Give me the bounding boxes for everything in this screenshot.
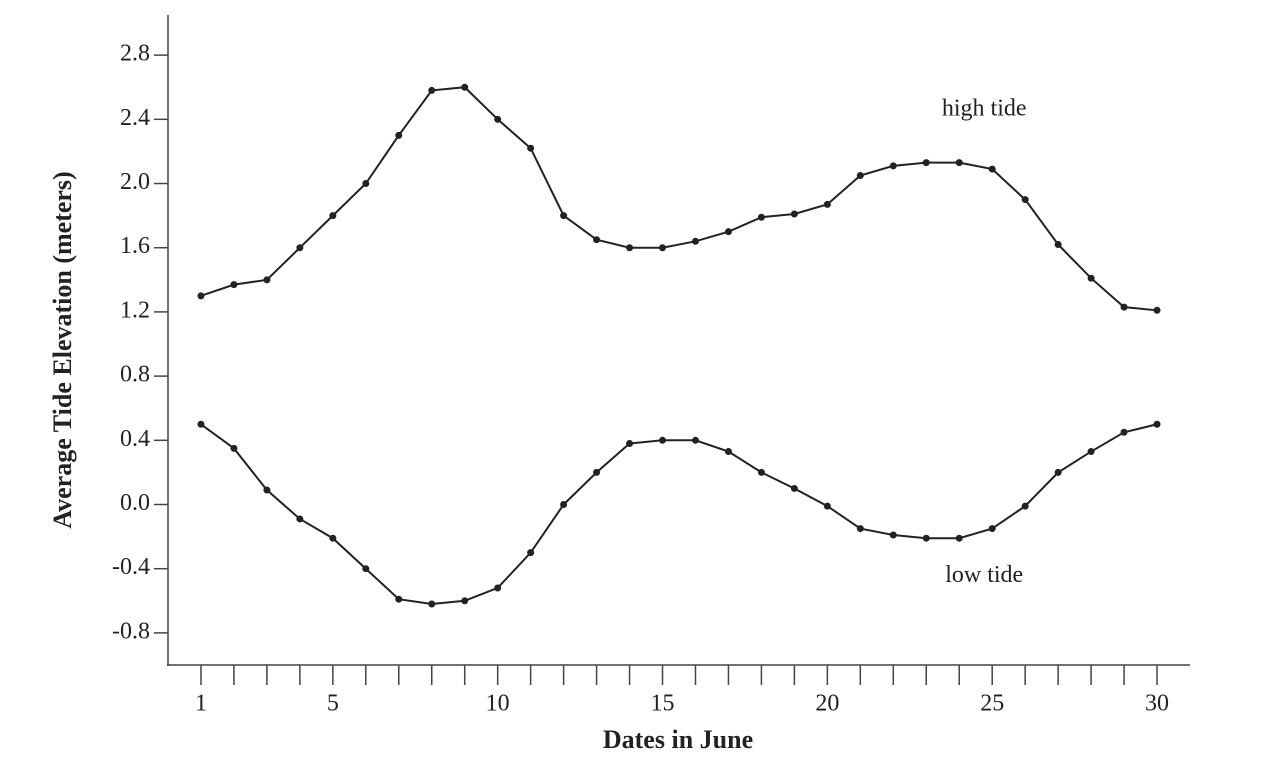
y-tick-label: -0.4 — [112, 554, 150, 580]
point — [823, 502, 831, 510]
x-tick-label: 25 — [980, 691, 1004, 717]
point — [1120, 428, 1128, 436]
point — [197, 292, 205, 300]
point — [362, 565, 370, 573]
point — [1087, 274, 1095, 282]
y-tick-label: 0.0 — [120, 490, 150, 516]
point — [1153, 420, 1161, 428]
point — [329, 534, 337, 542]
series-line — [200, 423, 1158, 606]
point — [955, 159, 963, 167]
point — [494, 584, 502, 592]
x-tick-label: 30 — [1145, 691, 1169, 717]
point — [1120, 303, 1128, 311]
point — [922, 159, 930, 167]
point — [988, 525, 996, 533]
x-tick-label: 15 — [651, 691, 675, 717]
x-tick-label: 10 — [486, 691, 510, 717]
y-tick-label: 2.8 — [120, 41, 150, 67]
point — [1153, 306, 1161, 314]
point — [626, 244, 634, 252]
series-label: low tide — [945, 562, 1023, 588]
point — [790, 210, 798, 218]
point — [593, 236, 601, 244]
point — [691, 436, 699, 444]
point — [889, 162, 897, 170]
point — [428, 86, 436, 94]
point — [461, 597, 469, 605]
x-axis-label: Dates in June — [603, 725, 753, 754]
y-tick-label: 1.6 — [120, 233, 150, 259]
y-tick-label: 1.2 — [120, 297, 150, 323]
point — [988, 165, 996, 173]
point — [790, 484, 798, 492]
point — [922, 534, 930, 542]
point — [691, 237, 699, 245]
point — [659, 436, 667, 444]
point — [428, 600, 436, 608]
y-tick-label: 0.8 — [120, 362, 150, 388]
point — [955, 534, 963, 542]
point — [329, 212, 337, 220]
point — [724, 228, 732, 236]
point — [560, 501, 568, 509]
point — [263, 486, 271, 494]
point — [395, 131, 403, 139]
y-tick-label: 0.4 — [120, 426, 150, 452]
point — [659, 244, 667, 252]
point — [527, 144, 535, 152]
point — [1087, 448, 1095, 456]
series-label: high tide — [942, 96, 1027, 122]
point — [263, 276, 271, 284]
x-tick-label: 1 — [195, 691, 207, 717]
point — [757, 468, 765, 476]
y-axis-label: Average Tide Elevation (meters) — [48, 171, 77, 528]
point — [296, 244, 304, 252]
point — [230, 281, 238, 289]
point — [197, 420, 205, 428]
point — [1021, 196, 1029, 204]
y-tick-label: 2.4 — [120, 105, 150, 131]
series-line — [200, 86, 1158, 312]
point — [461, 83, 469, 91]
point — [395, 595, 403, 603]
point — [362, 180, 370, 188]
point — [296, 515, 304, 523]
point — [823, 200, 831, 208]
point — [527, 549, 535, 557]
point — [230, 444, 238, 452]
point — [724, 448, 732, 456]
point — [560, 212, 568, 220]
point — [494, 115, 502, 123]
point — [1054, 241, 1062, 249]
point — [593, 468, 601, 476]
y-tick-label: 2.0 — [120, 169, 150, 195]
x-tick-label: 20 — [815, 691, 839, 717]
point — [1054, 468, 1062, 476]
x-tick-label: 5 — [327, 691, 339, 717]
point — [626, 440, 634, 448]
point — [1021, 502, 1029, 510]
point — [856, 171, 864, 179]
y-tick-label: -0.8 — [112, 618, 150, 644]
point — [889, 531, 897, 539]
point — [757, 213, 765, 221]
point — [856, 525, 864, 533]
